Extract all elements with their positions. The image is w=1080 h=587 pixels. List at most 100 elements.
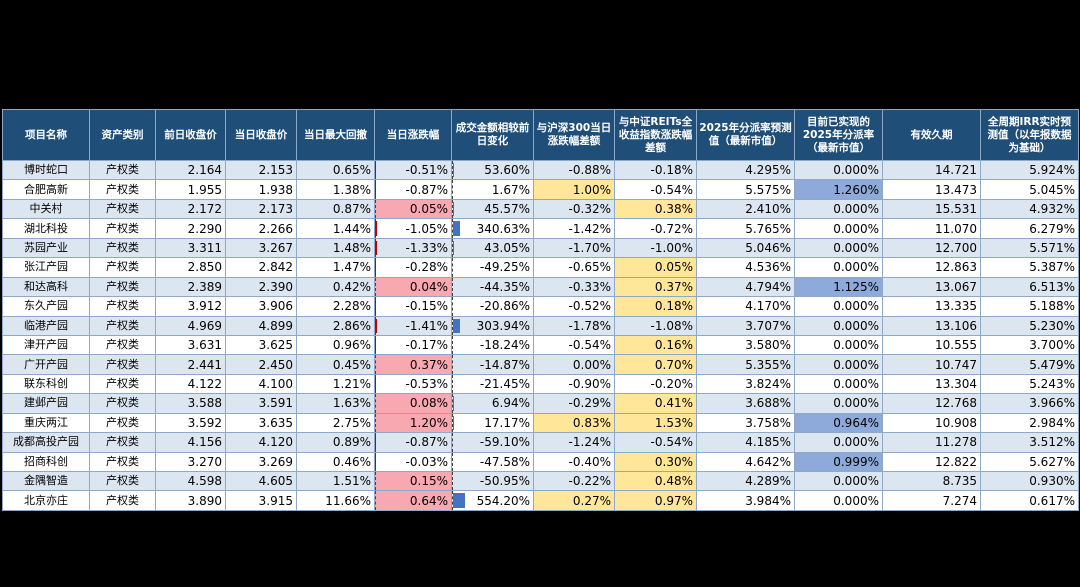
cell-turn[interactable]: -50.95%: [451, 470, 534, 492]
cell-dur[interactable]: 10.747: [882, 354, 981, 375]
table-row[interactable]: 联东科创 产权类 4.122 4.100 1.21% -0.53% -21.45% -0.90…: [2, 373, 1079, 395]
table-row[interactable]: 金隅智造 产权类 4.598 4.605 1.51% 0.15% -50.95% -0.22%…: [2, 470, 1079, 492]
cell-close[interactable]: 2.266: [225, 218, 297, 239]
cell-type[interactable]: 产权类: [89, 373, 156, 395]
cell-dist[interactable]: 4.536%: [696, 257, 795, 278]
cell-dd[interactable]: 1.63%: [296, 393, 375, 414]
cell-dur[interactable]: 11.278: [882, 432, 981, 453]
cell-irr[interactable]: 5.243%: [980, 373, 1079, 395]
cell-dd[interactable]: 1.47%: [296, 257, 375, 278]
cell-real[interactable]: 0.000%: [794, 393, 883, 414]
cell-turn[interactable]: -47.58%: [451, 451, 534, 473]
cell-dist[interactable]: 3.688%: [696, 393, 795, 414]
cell-dur[interactable]: 10.908: [882, 412, 981, 434]
cell-real[interactable]: 0.000%: [794, 257, 883, 278]
table-row[interactable]: 苏园产业 产权类 3.311 3.267 1.48% -1.33% 43.05% -1.70%…: [2, 237, 1079, 259]
cell-real[interactable]: 1.125%: [794, 276, 883, 298]
cell-dur[interactable]: 13.304: [882, 373, 981, 395]
column-header[interactable]: 与沪深300当日涨跌幅差额: [533, 109, 615, 161]
cell-dist[interactable]: 4.289%: [696, 470, 795, 492]
column-header[interactable]: 成交金额相较前日变化: [451, 109, 534, 161]
cell-close[interactable]: 1.938: [225, 179, 297, 200]
cell-chg[interactable]: 1.20%: [374, 412, 452, 434]
cell-irr[interactable]: 4.932%: [980, 198, 1079, 220]
cell-turn[interactable]: 53.60%: [451, 159, 534, 181]
cell-real[interactable]: 0.000%: [794, 237, 883, 259]
cell-hs[interactable]: 0.27%: [533, 490, 615, 511]
cell-chg[interactable]: -0.03%: [374, 451, 452, 473]
cell-dd[interactable]: 0.45%: [296, 354, 375, 375]
cell-type[interactable]: 产权类: [89, 315, 156, 336]
cell-irr[interactable]: 3.700%: [980, 334, 1079, 356]
cell-hs[interactable]: 0.00%: [533, 354, 615, 375]
cell-prev[interactable]: 1.955: [155, 179, 226, 200]
cell-turn[interactable]: -20.86%: [451, 296, 534, 317]
cell-close[interactable]: 3.591: [225, 393, 297, 414]
cell-turn[interactable]: 6.94%: [451, 393, 534, 414]
cell-hs[interactable]: -0.40%: [533, 451, 615, 473]
cell-irr[interactable]: 3.512%: [980, 432, 1079, 453]
cell-close[interactable]: 3.625: [225, 334, 297, 356]
cell-hs[interactable]: -1.78%: [533, 315, 615, 336]
cell-type[interactable]: 产权类: [89, 198, 156, 220]
cell-irr[interactable]: 0.617%: [980, 490, 1079, 511]
cell-reits[interactable]: -0.72%: [614, 218, 697, 239]
cell-chg[interactable]: 0.05%: [374, 198, 452, 220]
cell-chg[interactable]: 0.04%: [374, 276, 452, 298]
cell-dd[interactable]: 0.87%: [296, 198, 375, 220]
cell-hs[interactable]: -0.32%: [533, 198, 615, 220]
cell-chg[interactable]: -0.15%: [374, 296, 452, 317]
cell-dur[interactable]: 13.335: [882, 296, 981, 317]
cell-hs[interactable]: -1.24%: [533, 432, 615, 453]
cell-prev[interactable]: 2.441: [155, 354, 226, 375]
cell-type[interactable]: 产权类: [89, 432, 156, 453]
cell-type[interactable]: 产权类: [89, 470, 156, 492]
cell-irr[interactable]: 5.924%: [980, 159, 1079, 181]
cell-irr[interactable]: 3.966%: [980, 393, 1079, 414]
cell-hs[interactable]: -0.88%: [533, 159, 615, 181]
cell-irr[interactable]: 2.984%: [980, 412, 1079, 434]
cell-hs[interactable]: -0.90%: [533, 373, 615, 395]
cell-prev[interactable]: 4.122: [155, 373, 226, 395]
cell-close[interactable]: 2.390: [225, 276, 297, 298]
cell-chg[interactable]: 0.15%: [374, 470, 452, 492]
column-header[interactable]: 全周期IRR实时预测值（以年报数据为基础）: [980, 109, 1079, 161]
cell-real[interactable]: 0.964%: [794, 412, 883, 434]
cell-prev[interactable]: 2.850: [155, 257, 226, 278]
cell-real[interactable]: 0.000%: [794, 334, 883, 356]
cell-real[interactable]: 0.000%: [794, 490, 883, 511]
cell-prev[interactable]: 2.389: [155, 276, 226, 298]
cell-dur[interactable]: 15.531: [882, 198, 981, 220]
cell-dur[interactable]: 13.473: [882, 179, 981, 200]
cell-type[interactable]: 产权类: [89, 296, 156, 317]
cell-close[interactable]: 4.120: [225, 432, 297, 453]
cell-chg[interactable]: -0.51%: [374, 159, 452, 181]
cell-type[interactable]: 产权类: [89, 257, 156, 278]
cell-dist[interactable]: 5.355%: [696, 354, 795, 375]
column-header[interactable]: 有效久期: [882, 109, 981, 161]
cell-turn[interactable]: -44.35%: [451, 276, 534, 298]
cell-dur[interactable]: 11.070: [882, 218, 981, 239]
cell-dd[interactable]: 1.51%: [296, 470, 375, 492]
cell-dist[interactable]: 4.794%: [696, 276, 795, 298]
cell-reits[interactable]: -1.08%: [614, 315, 697, 336]
cell-turn[interactable]: -18.24%: [451, 334, 534, 356]
cell-real[interactable]: 0.000%: [794, 373, 883, 395]
column-header[interactable]: 资产类别: [89, 109, 156, 161]
cell-prev[interactable]: 3.311: [155, 237, 226, 259]
cell-prev[interactable]: 4.156: [155, 432, 226, 453]
table-row[interactable]: 北京亦庄 产权类 3.890 3.915 11.66% 0.64% 554.20% 0.27%…: [2, 490, 1079, 511]
column-header[interactable]: 当日收盘价: [225, 109, 297, 161]
cell-dd[interactable]: 1.38%: [296, 179, 375, 200]
cell-dd[interactable]: 1.48%: [296, 237, 375, 259]
cell-prev[interactable]: 4.969: [155, 315, 226, 336]
cell-reits[interactable]: 1.53%: [614, 412, 697, 434]
cell-prev[interactable]: 4.598: [155, 470, 226, 492]
cell-irr[interactable]: 5.387%: [980, 257, 1079, 278]
cell-dd[interactable]: 1.44%: [296, 218, 375, 239]
cell-real[interactable]: 0.000%: [794, 296, 883, 317]
cell-turn[interactable]: 554.20%: [451, 490, 534, 511]
table-row[interactable]: 建邺产园 产权类 3.588 3.591 1.63% 0.08% 6.94% -0.29% 0.…: [2, 393, 1079, 414]
cell-turn[interactable]: 1.67%: [451, 179, 534, 200]
cell-reits[interactable]: -0.20%: [614, 373, 697, 395]
